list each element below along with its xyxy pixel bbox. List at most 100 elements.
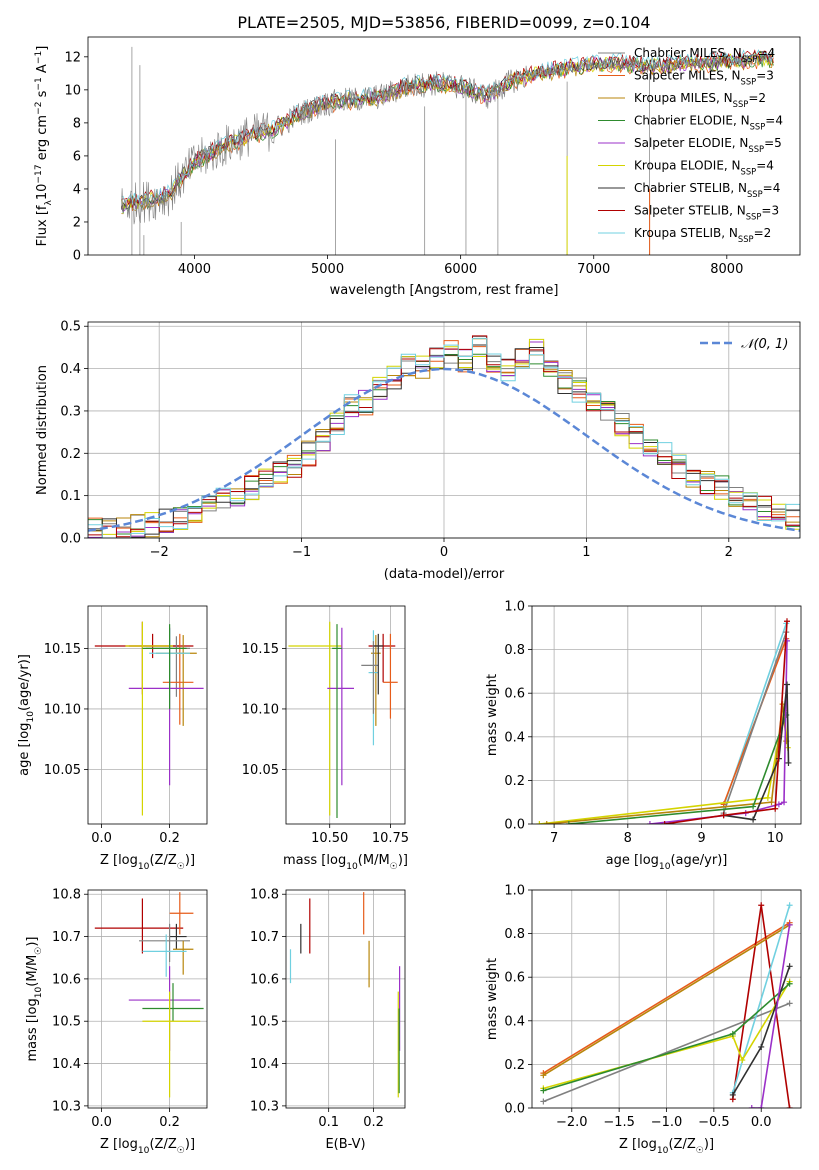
normal-curve	[88, 367, 800, 532]
weight-marker	[729, 1030, 736, 1037]
x-tick-label: −1.5	[603, 1115, 635, 1130]
x-axis-label: Z [log10(Z/Z☉)]	[100, 853, 195, 872]
weight-marker	[764, 794, 771, 801]
y-tick-label: 10.15	[242, 642, 279, 657]
label-fragment: −2	[34, 102, 44, 115]
x-tick-label: 0.0	[751, 1115, 772, 1130]
y-tick-label: 4	[73, 182, 81, 197]
x-tick-label: 0.0	[91, 831, 112, 846]
label-fragment: ☉	[177, 1146, 185, 1156]
x-axis-label: wavelength [Angstrom, rest frame]	[330, 283, 559, 298]
y-tick-label: 0.6	[504, 687, 525, 702]
weight-marker	[646, 821, 653, 824]
label-fragment: SSP	[738, 234, 754, 244]
label-fragment: Kroupa ELODIE, N	[634, 159, 741, 173]
weight-line	[649, 640, 788, 824]
y-tick-label: 10.4	[250, 1057, 279, 1072]
axes-frame	[285, 605, 406, 825]
y-tick-label: 0.2	[60, 447, 81, 462]
axes-frame	[87, 36, 801, 256]
x-axis-label: age [log10(age/yr)]	[606, 853, 728, 872]
label-fragment: =4	[756, 159, 774, 173]
axes-residuals: −2 −1 0 1 2 0.0 0.1 0.2 0.3 0.4 0.5 𝒩(0, 1) (data-mo…	[35, 320, 801, 582]
label-fragment: Kroupa MILES, N	[634, 91, 733, 105]
axes-mass-vs-Z: 0.0 0.210.310.410.510.610.710.8Z [log10(Z…	[25, 888, 208, 1156]
y-tick-label: 10.05	[242, 763, 279, 778]
x-tick-label: 2	[725, 545, 733, 560]
label-fragment: mass [log	[25, 998, 40, 1061]
label-fragment: −17	[34, 164, 44, 183]
label-fragment: )]	[185, 853, 195, 868]
y-tick-label: 0.6	[504, 971, 525, 986]
x-axis-label: Z [log10(Z/Z☉)]	[100, 1137, 195, 1156]
weight-lines	[536, 618, 792, 824]
y-tick-label: 8	[73, 116, 81, 131]
label-fragment: SSP	[733, 99, 749, 109]
y-tick-label: 0.3	[60, 404, 81, 419]
errorbars	[288, 621, 398, 818]
weight-marker	[786, 921, 793, 928]
label-fragment: (Z/Z	[668, 1137, 695, 1152]
y-tick-label: 10.15	[44, 642, 81, 657]
histograms	[88, 335, 800, 538]
label-fragment: −1	[34, 51, 44, 64]
y-axis-label: Normed distribution	[35, 365, 50, 495]
x-axis-label: Z [log10(Z/Z☉)]	[619, 1137, 714, 1156]
label-fragment: SSP	[747, 189, 763, 199]
axes-frame	[285, 889, 406, 1109]
legend-entry: Chabrier ELODIE, NSSP=4	[634, 114, 783, 132]
y-tick-label: 0.4	[504, 1014, 525, 1029]
weight-marker	[785, 759, 792, 766]
axes-frame	[87, 321, 801, 539]
label-fragment: (M/M	[358, 853, 390, 868]
axes-mass-vs-ebv: 0.1 0.2 10.3 10.4 10.5 10.6 10.7 10.8 E(B-V)	[250, 888, 406, 1152]
weight-marker	[536, 821, 543, 824]
weight-line	[542, 924, 791, 1076]
y-tick-label: 6	[73, 149, 81, 164]
y-tick-label: 1.0	[504, 600, 525, 615]
errorbars	[94, 621, 204, 816]
axes-frame	[87, 889, 208, 1109]
label-fragment: Flux [f	[35, 205, 50, 246]
label-fragment: Z [log	[100, 853, 138, 868]
y-tick-label: 12	[64, 50, 81, 65]
y-axis-label: mass weight	[485, 958, 500, 1040]
y-tick-label: 10.05	[44, 763, 81, 778]
x-tick-label: 0	[440, 545, 448, 560]
y-tick-label: 10.7	[52, 930, 81, 945]
weight-marker	[786, 1000, 793, 1007]
label-fragment: =4	[763, 181, 781, 195]
y-tick-label: 1.0	[504, 884, 525, 899]
axes-spectrum: 4000 5000 6000 7000 8000 0 2 4 6 8 10 12 wavelength …	[34, 36, 801, 298]
label-fragment: =3	[761, 204, 779, 218]
y-tick-label: 10.6	[52, 972, 81, 987]
label-fragment: −1	[34, 77, 44, 90]
x-tick-label: 0.0	[91, 1115, 112, 1130]
y-tick-label: 0.2	[504, 774, 525, 789]
y-axis-label: age [log10(age/yr)]	[17, 654, 36, 776]
x-tick-label: 0.1	[318, 1115, 339, 1130]
label-fragment: 10	[138, 1146, 150, 1156]
x-tick-label: 7	[550, 831, 558, 846]
x-axis-label: (data-model)/error	[384, 567, 505, 582]
weight-marker	[540, 1087, 547, 1094]
x-tick-label: 8000	[710, 262, 743, 277]
x-tick-label: 5000	[311, 262, 344, 277]
label-fragment: age [log	[17, 723, 32, 776]
label-fragment: Chabrier MILES, N	[634, 46, 742, 60]
label-fragment: 10	[657, 1146, 669, 1156]
label-fragment: (Z/Z	[149, 1137, 176, 1152]
x-tick-label: 6000	[444, 262, 477, 277]
axes-frame	[531, 889, 802, 1109]
y-tick-label: 10.6	[250, 972, 279, 987]
y-tick-label: 10.10	[44, 702, 81, 717]
y-tick-label: 0.8	[504, 643, 525, 658]
y-tick-label: 10.3	[52, 1099, 81, 1114]
x-tick-label: −1.0	[651, 1115, 683, 1130]
weight-marker	[786, 963, 793, 970]
legend-entry: Kroupa ELODIE, NSSP=4	[634, 159, 774, 177]
weight-line	[664, 621, 788, 824]
